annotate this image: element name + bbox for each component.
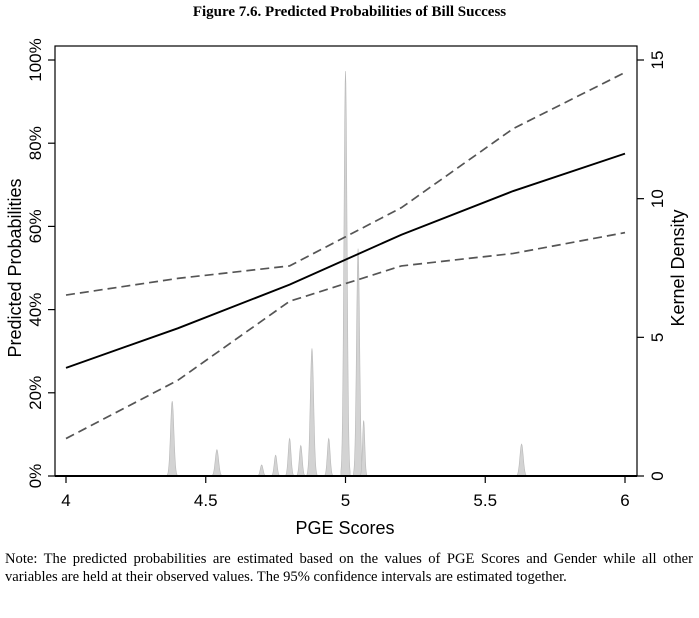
y-axis-ticks: 0% 20% 40% 60% 80% 100%: [26, 38, 55, 488]
y2-tick-label: 15: [648, 51, 667, 70]
x-axis-ticks: 4 4.5 5 5.5 6: [61, 476, 630, 510]
density-peak-2: [257, 464, 267, 477]
x-tick-label: 5: [341, 491, 350, 510]
density-peak-6: [306, 348, 318, 477]
density-peak-0: [166, 401, 178, 477]
kernel-density-area: [166, 71, 527, 477]
density-peak-3: [271, 454, 281, 477]
x-tick-label: 4.5: [194, 491, 218, 510]
y-tick-label: 40%: [26, 293, 45, 327]
density-peak-8: [340, 71, 351, 477]
y2-axis-ticks: 0 5 10 15: [637, 51, 667, 481]
y2-tick-label: 10: [648, 189, 667, 208]
series-estimate: [65, 152, 626, 369]
density-peak-9: [353, 248, 363, 477]
series-lower-ci: [65, 231, 626, 440]
y2-axis-label: Kernel Density: [668, 209, 688, 326]
y2-tick-label: 5: [648, 333, 667, 342]
y-tick-label: 0%: [26, 464, 45, 489]
y-tick-label: 60%: [26, 209, 45, 243]
x-tick-label: 5.5: [473, 491, 497, 510]
series-lines: [65, 71, 626, 440]
y2-tick-label: 0: [648, 471, 667, 480]
density-peak-11: [516, 443, 527, 477]
chart: 4 4.5 5 5.5 6 0% 20% 40% 60% 80% 100% 0 5 10 15 PGE …: [5, 38, 688, 538]
y-tick-label: 20%: [26, 376, 45, 410]
y-axis-label: Predicted Probabilities: [5, 178, 25, 357]
x-tick-label: 4: [61, 491, 70, 510]
x-axis-label: PGE Scores: [295, 518, 394, 538]
density-peak-10: [360, 420, 368, 477]
density-peak-7: [324, 437, 334, 477]
y-tick-label: 80%: [26, 126, 45, 160]
density-peak-4: [285, 437, 295, 477]
density-peak-5: [296, 444, 306, 477]
series-upper-ci: [65, 71, 626, 296]
y-tick-label: 100%: [26, 38, 45, 81]
chart-title: Figure 7.6. Predicted Probabilities of B…: [192, 4, 507, 20]
x-tick-label: 6: [620, 491, 629, 510]
figure-note: Note: The predicted probabilities are es…: [5, 551, 693, 585]
density-peak-1: [211, 448, 223, 477]
